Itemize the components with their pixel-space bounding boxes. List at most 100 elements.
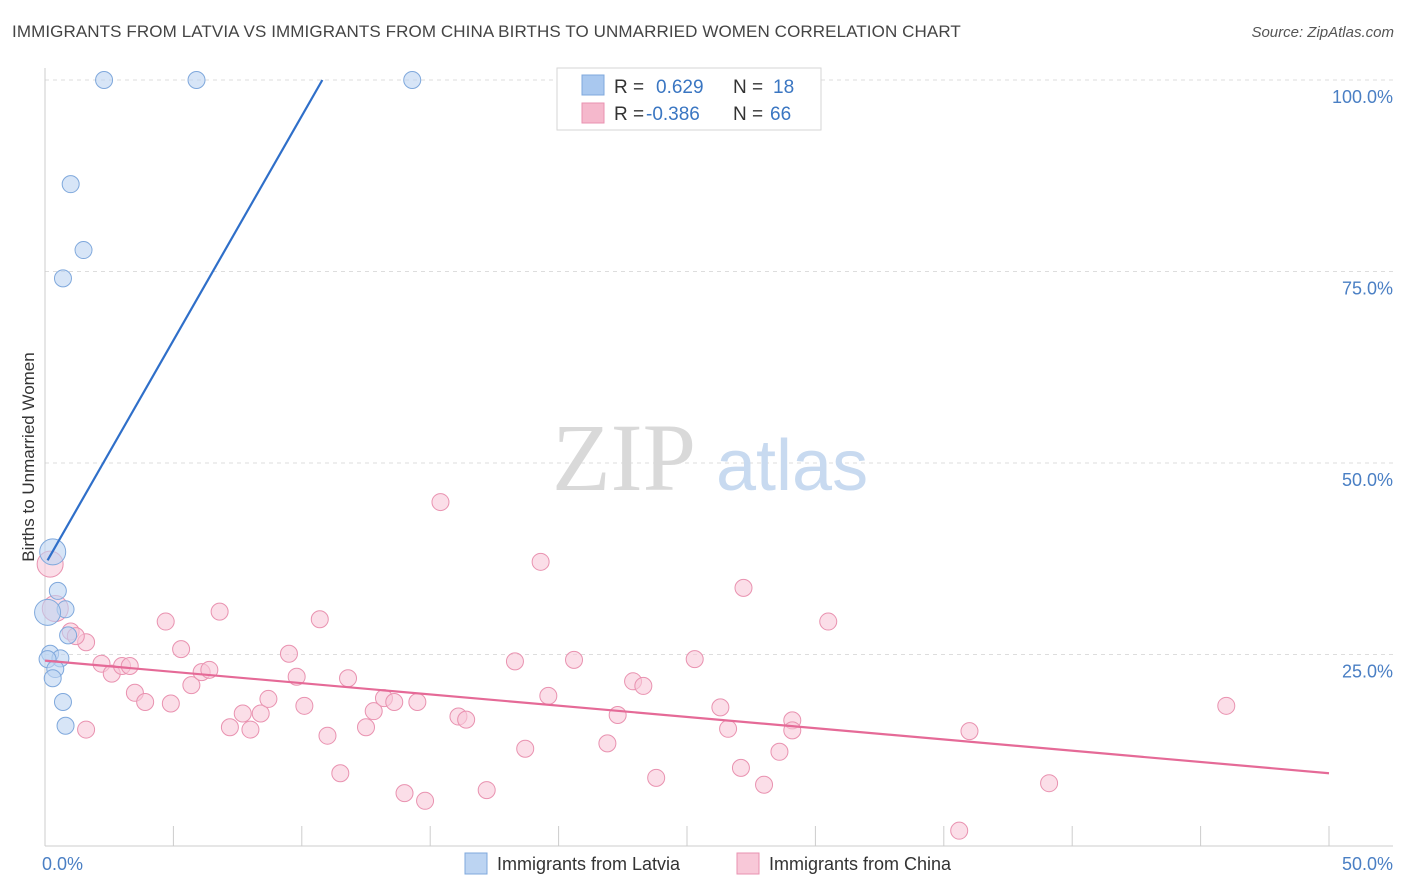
chart-title: IMMIGRANTS FROM LATVIA VS IMMIGRANTS FRO… bbox=[12, 22, 961, 41]
china-point-41 bbox=[505, 652, 524, 671]
china-point-35 bbox=[408, 692, 427, 711]
bottom-legend-swatch-china bbox=[736, 852, 760, 875]
china-point-11 bbox=[156, 612, 175, 631]
y-tick-label-100: 100.0% bbox=[1332, 87, 1393, 107]
bottom-legend-label-china: Immigrants from China bbox=[769, 854, 952, 874]
latvia-point-17 bbox=[56, 716, 75, 735]
china-point-24 bbox=[287, 667, 306, 686]
china-point-56 bbox=[755, 775, 774, 794]
y-axis-label: Births to Unmarried Women bbox=[19, 352, 38, 561]
latvia-point-3 bbox=[61, 175, 80, 194]
y-tick-label-75: 75.0% bbox=[1342, 279, 1393, 299]
china-point-46 bbox=[598, 734, 617, 753]
china-point-21 bbox=[251, 704, 270, 723]
axes bbox=[44, 68, 1393, 847]
latvia-point-0 bbox=[95, 71, 114, 89]
legend-swatch-latvia bbox=[581, 74, 605, 96]
china-point-62 bbox=[960, 722, 979, 741]
china-point-20 bbox=[241, 720, 260, 739]
legend-swatch-china bbox=[581, 102, 605, 124]
china-point-57 bbox=[770, 742, 789, 761]
y-tick-label-25: 25.0% bbox=[1342, 662, 1393, 682]
china-point-40 bbox=[477, 781, 496, 800]
china-point-36 bbox=[416, 791, 435, 810]
watermark-zip: ZIP bbox=[552, 404, 696, 511]
china-point-63 bbox=[1040, 774, 1059, 793]
china-point-45 bbox=[565, 650, 584, 669]
china-point-64 bbox=[1217, 696, 1236, 715]
china-point-13 bbox=[172, 640, 191, 659]
latvia-point-7 bbox=[48, 581, 67, 600]
china-point-27 bbox=[318, 726, 337, 745]
legend-box: R = 0.629 N = 18 R = -0.386 N = 66 bbox=[556, 67, 822, 131]
watermark: ZIP atlas bbox=[552, 404, 868, 511]
legend-n-label-latvia: N = bbox=[733, 77, 763, 98]
china-point-25 bbox=[295, 696, 314, 715]
legend-r-value-latvia: 0.629 bbox=[656, 77, 704, 98]
china-point-19 bbox=[233, 704, 252, 723]
x-tick-label-min: 0.0% bbox=[42, 854, 83, 874]
latvia-point-2 bbox=[403, 71, 422, 89]
latvia-points bbox=[34, 71, 422, 735]
china-point-53 bbox=[719, 719, 738, 738]
china-point-55 bbox=[734, 578, 753, 597]
china-point-44 bbox=[539, 686, 558, 705]
china-point-54 bbox=[731, 758, 750, 777]
latvia-point-1 bbox=[187, 71, 206, 89]
china-point-23 bbox=[279, 644, 298, 663]
china-point-51 bbox=[685, 650, 704, 669]
latvia-point-15 bbox=[43, 669, 62, 688]
latvia-point-5 bbox=[53, 269, 72, 288]
latvia-point-9 bbox=[34, 598, 62, 626]
china-point-10 bbox=[136, 692, 155, 711]
china-point-60 bbox=[819, 612, 838, 631]
china-point-28 bbox=[331, 764, 350, 783]
china-point-52 bbox=[711, 698, 730, 717]
chart-source: Source: ZipAtlas.com bbox=[1251, 24, 1394, 41]
china-point-34 bbox=[395, 784, 414, 803]
china-point-31 bbox=[364, 702, 383, 721]
china-point-33 bbox=[385, 692, 404, 711]
china-point-42 bbox=[516, 739, 535, 758]
x-ticks bbox=[172, 826, 1330, 846]
china-point-17 bbox=[210, 602, 229, 621]
china-point-49 bbox=[634, 676, 653, 695]
china-point-47 bbox=[608, 706, 627, 725]
watermark-atlas: atlas bbox=[716, 426, 868, 506]
china-point-26 bbox=[310, 610, 329, 629]
latvia-point-10 bbox=[59, 626, 78, 645]
china-point-30 bbox=[357, 718, 375, 737]
legend-r-label-latvia: R = bbox=[614, 77, 644, 98]
china-point-29 bbox=[339, 669, 358, 688]
legend-r-value-china: -0.386 bbox=[646, 104, 700, 125]
latvia-point-4 bbox=[74, 241, 93, 260]
bottom-legend-label-latvia: Immigrants from Latvia bbox=[497, 854, 681, 874]
china-point-18 bbox=[220, 718, 239, 737]
china-point-43 bbox=[531, 552, 550, 571]
gridlines bbox=[45, 79, 1393, 655]
china-points bbox=[36, 493, 1236, 840]
x-tick-label-max: 50.0% bbox=[1342, 854, 1393, 874]
trend-lines bbox=[44, 79, 1330, 775]
y-tick-labels: 25.0% 50.0% 75.0% 100.0% bbox=[1332, 87, 1393, 682]
latvia-trend-line bbox=[46, 79, 324, 561]
bottom-legend: Immigrants from Latvia Immigrants from C… bbox=[464, 852, 952, 875]
china-point-59 bbox=[783, 721, 802, 740]
china-point-61 bbox=[950, 821, 969, 840]
china-point-50 bbox=[647, 768, 666, 787]
bottom-legend-swatch-latvia bbox=[464, 852, 488, 875]
china-point-22 bbox=[259, 689, 278, 708]
china-point-39 bbox=[457, 710, 476, 729]
china-point-37 bbox=[431, 493, 450, 512]
y-tick-label-50: 50.0% bbox=[1342, 470, 1393, 490]
china-point-65 bbox=[77, 720, 96, 739]
china-point-12 bbox=[161, 694, 180, 713]
latvia-point-16 bbox=[53, 692, 72, 711]
legend-n-value-latvia: 18 bbox=[773, 77, 794, 98]
legend-n-label-china: N = bbox=[733, 104, 763, 125]
china-point-14 bbox=[182, 676, 201, 695]
legend-r-label-china: R = bbox=[614, 104, 644, 125]
legend-n-value-china: 66 bbox=[770, 104, 791, 125]
china-trend-line bbox=[44, 659, 1330, 775]
